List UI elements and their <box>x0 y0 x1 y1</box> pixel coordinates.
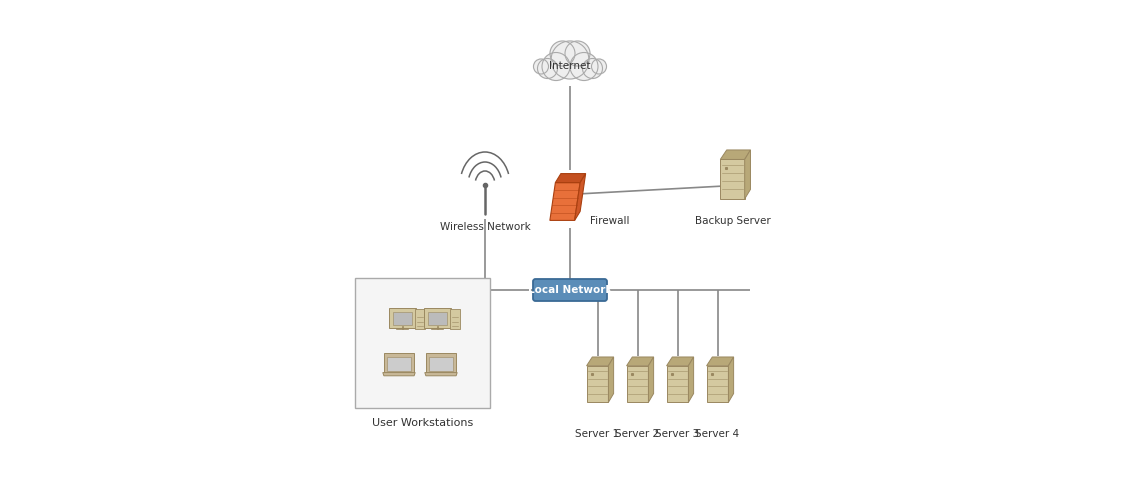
Polygon shape <box>667 366 689 403</box>
Text: Server 3: Server 3 <box>656 429 700 439</box>
Circle shape <box>570 52 598 80</box>
Circle shape <box>583 58 603 78</box>
FancyBboxPatch shape <box>430 357 453 372</box>
Text: Firewall: Firewall <box>591 216 629 226</box>
Polygon shape <box>536 65 604 71</box>
Polygon shape <box>720 160 744 199</box>
Polygon shape <box>627 357 653 366</box>
FancyBboxPatch shape <box>424 308 450 328</box>
Polygon shape <box>667 357 693 366</box>
FancyBboxPatch shape <box>355 278 490 407</box>
Polygon shape <box>555 174 586 182</box>
Text: Wireless Network: Wireless Network <box>440 222 530 232</box>
Text: Internet: Internet <box>549 61 591 71</box>
Polygon shape <box>609 357 613 403</box>
Text: Backup Server: Backup Server <box>694 216 771 226</box>
FancyBboxPatch shape <box>388 357 410 372</box>
FancyBboxPatch shape <box>450 308 461 330</box>
Text: Server 4: Server 4 <box>695 429 740 439</box>
Polygon shape <box>728 357 734 403</box>
Circle shape <box>542 52 570 80</box>
Text: Local Network: Local Network <box>528 285 612 295</box>
Text: Server 2: Server 2 <box>616 429 660 439</box>
FancyBboxPatch shape <box>426 353 456 374</box>
Polygon shape <box>383 372 415 376</box>
Circle shape <box>565 41 591 66</box>
Circle shape <box>549 41 575 66</box>
Polygon shape <box>649 357 653 403</box>
FancyBboxPatch shape <box>384 353 414 374</box>
Polygon shape <box>689 357 693 403</box>
Circle shape <box>537 58 557 78</box>
FancyBboxPatch shape <box>428 312 447 326</box>
Polygon shape <box>627 366 649 403</box>
Polygon shape <box>707 366 728 403</box>
Polygon shape <box>549 182 580 220</box>
Circle shape <box>534 59 548 74</box>
FancyBboxPatch shape <box>415 308 425 330</box>
Polygon shape <box>587 366 609 403</box>
Polygon shape <box>587 357 613 366</box>
FancyBboxPatch shape <box>392 312 413 326</box>
Polygon shape <box>744 150 750 199</box>
Polygon shape <box>720 150 750 160</box>
Text: Server 1: Server 1 <box>576 429 619 439</box>
Polygon shape <box>707 357 734 366</box>
FancyBboxPatch shape <box>389 308 416 328</box>
FancyBboxPatch shape <box>534 279 606 301</box>
Circle shape <box>592 59 606 74</box>
Circle shape <box>551 41 589 79</box>
Polygon shape <box>575 174 586 220</box>
Polygon shape <box>425 372 457 376</box>
Text: User Workstations: User Workstations <box>372 418 473 428</box>
